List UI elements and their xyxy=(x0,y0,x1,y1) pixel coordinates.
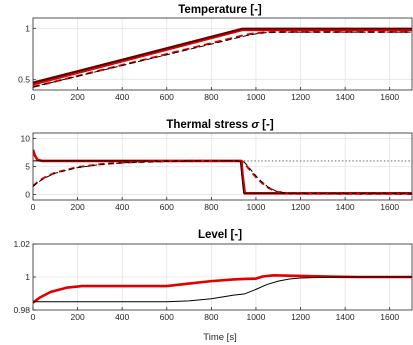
level-series-line-2 xyxy=(33,276,412,303)
thermal-stress-title: Thermal stress σ [-] xyxy=(166,119,274,131)
temperature-xtick-label: 1600 xyxy=(380,92,399,102)
level-xtick-label: 200 xyxy=(70,312,84,322)
temperature-series-line-4 xyxy=(33,31,412,88)
level-title: Level [-] xyxy=(198,229,242,241)
temperature-ticks: 0 200 400 600 800 1000 1200 1400 1600 0.5 1 xyxy=(18,23,399,102)
thermal-stress-xtick-label: 200 xyxy=(70,202,84,212)
thermal-stress-series-line-2 xyxy=(33,149,412,195)
thermal-stress-plot-area xyxy=(33,149,412,195)
level-ytick-label: 1.02 xyxy=(13,239,30,249)
temperature-xtick-label: 1000 xyxy=(246,92,265,102)
thermal-stress-xtick-label: 1400 xyxy=(336,202,355,212)
temperature-xtick-label: 0 xyxy=(31,92,36,102)
thermal-stress-xtick-label: 1000 xyxy=(246,202,265,212)
level-ytick-label: 1 xyxy=(25,272,30,282)
temperature-xtick-label: 200 xyxy=(70,92,84,102)
temperature-ytick-label: 0.5 xyxy=(18,75,30,85)
level-xtick-label: 1600 xyxy=(380,312,399,322)
thermal-stress-series-line-4 xyxy=(33,159,412,195)
thermal-stress-xtick-label: 600 xyxy=(160,202,174,212)
level-xtick-label: 800 xyxy=(204,312,218,322)
temperature-panel: Temperature [-] 0 200 400 600 800 1000 1200 140… xyxy=(18,4,413,102)
temperature-xtick-label: 1400 xyxy=(336,92,355,102)
level-series-line-1 xyxy=(33,274,412,304)
thermal-stress-ytick-label: 5 xyxy=(25,162,30,172)
thermal-stress-ticks: 0 200 400 600 800 1000 1200 1400 1600 0 5 10 xyxy=(21,134,400,212)
level-xtick-label: 400 xyxy=(115,312,129,322)
temperature-series-line-3 xyxy=(33,30,412,88)
thermal-stress-xtick-label: 800 xyxy=(204,202,218,212)
thermal-stress-xtick-label: 1600 xyxy=(380,202,399,212)
temperature-xtick-label: 600 xyxy=(160,92,174,102)
thermal-stress-xtick-label: 0 xyxy=(31,202,36,212)
thermal-stress-ytick-label: 10 xyxy=(21,134,31,144)
temperature-series-line-1 xyxy=(33,27,412,84)
level-ticks: 0 200 400 600 800 1000 1200 1400 1600 0.98 1 1.02 xyxy=(13,239,399,322)
thermal-stress-xtick-label: 1200 xyxy=(291,202,310,212)
level-ytick-label: 0.98 xyxy=(13,305,30,315)
thermal-stress-ytick-label: 0 xyxy=(25,189,30,199)
temperature-axes-box xyxy=(32,17,413,91)
temperature-ytick-label: 1 xyxy=(25,23,30,33)
thermal-stress-series-line-5 xyxy=(33,160,412,195)
temperature-plot-area xyxy=(33,27,412,88)
time-axis-label: Time [s] xyxy=(203,332,236,343)
temperature-xtick-label: 400 xyxy=(115,92,129,102)
level-xtick-label: 1200 xyxy=(291,312,310,322)
thermal-stress-xtick-label: 400 xyxy=(115,202,129,212)
temperature-xtick-label: 800 xyxy=(204,92,218,102)
level-xtick-label: 0 xyxy=(31,312,36,322)
level-plot-area xyxy=(33,274,412,304)
thermal-stress-panel: Thermal stress σ [-] 0 200 400 600 800 1000 12… xyxy=(21,119,413,212)
temperature-xtick-label: 1200 xyxy=(291,92,310,102)
temperature-title: Temperature [-] xyxy=(178,4,262,16)
level-xtick-label: 600 xyxy=(160,312,174,322)
level-xtick-label: 1000 xyxy=(246,312,265,322)
level-xtick-label: 1400 xyxy=(336,312,355,322)
temperature-series-line-2 xyxy=(33,29,412,86)
level-panel: Level [-] 0 200 400 600 800 1000 1200 1400 16000… xyxy=(13,229,413,343)
